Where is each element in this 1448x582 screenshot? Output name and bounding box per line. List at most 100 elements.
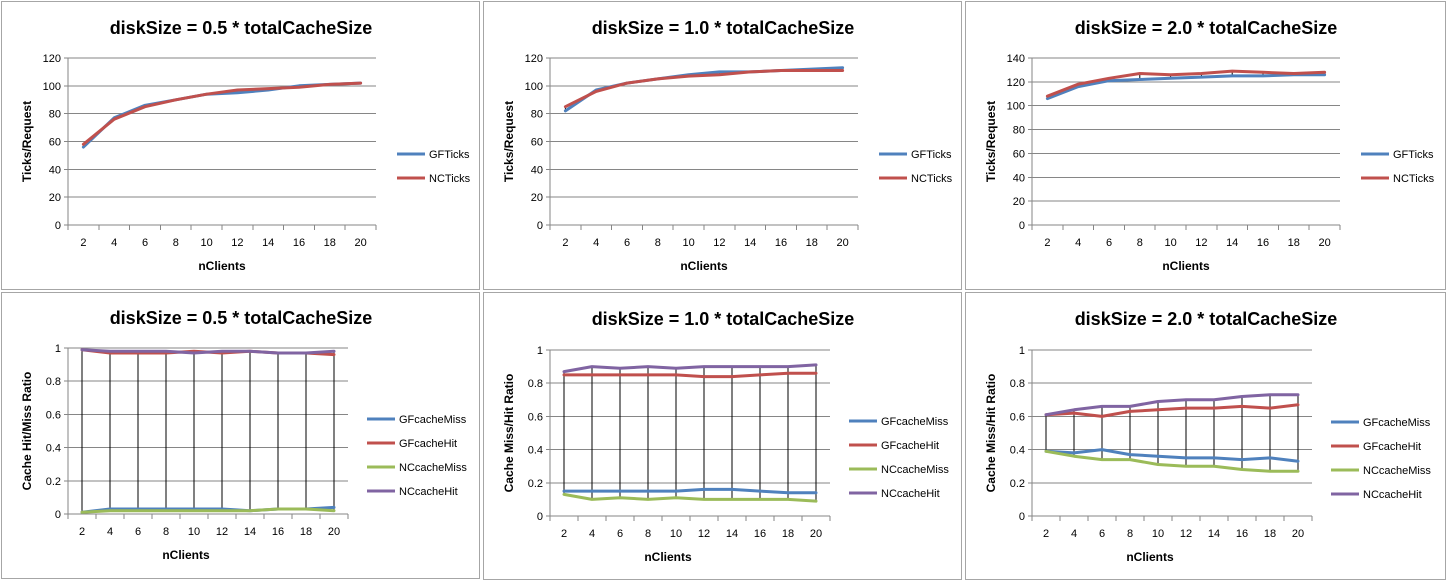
legend-label: NCcacheHit [399,486,458,498]
chart-title: diskSize = 1.0 * totalCacheSize [592,18,855,38]
x-tick-label: 20 [328,526,340,538]
legend-label: NCTicks [911,173,953,185]
x-axis-title: nClients [680,259,728,273]
y-tick-label: 60 [49,137,61,149]
plot-group: diskSize = 0.5 * totalCacheSize 0 0.2 0.4 0.… [20,308,467,562]
y-axis-title: Ticks/Request [20,101,34,182]
y-tick-label: 20 [531,192,543,204]
x-tick-label: 16 [293,237,305,249]
y-axis-title: Cache Hit/Miss Ratio [20,372,34,491]
x-axis-title: nClients [644,550,692,564]
x-tick-label: 10 [682,237,694,249]
x-tick-label: 2 [562,237,568,249]
x-tick-label: 20 [836,237,848,249]
series-line-nccachemiss [1044,449,1300,473]
y-tick-label: 100 [525,81,543,93]
y-tick-label: 1 [537,345,543,357]
y-tick-label: 20 [1013,196,1025,208]
y-tick-label: 60 [1013,148,1025,160]
legend-label: GFcacheHit [881,440,939,452]
chart-ticks-1-0: diskSize = 1.0 * totalCacheSize 0 20 40 60 80… [502,18,953,273]
legend-label: NCcacheHit [881,488,940,500]
x-tick-label: 4 [589,528,595,540]
x-tick-label: 18 [1264,528,1276,540]
series-line-gfcachemiss [1044,448,1300,463]
y-axis-title: Ticks/Request [502,101,516,182]
x-tick-label: 6 [1099,528,1105,540]
x-tick-label: 8 [645,528,651,540]
y-axis-title: Ticks/Request [984,101,998,182]
x-tick-label: 2 [561,528,567,540]
chart-panel-cache-0-5: diskSize = 0.5 * totalCacheSize 0 0.2 0.4 0.… [1,292,480,579]
x-tick-label: 4 [593,237,599,249]
chart-panel-cache-2-0: diskSize = 2.0 * totalCacheSize 0 0.2 0.4 0.… [965,292,1446,580]
y-tick-label: 0.2 [1010,478,1025,490]
plot-group: diskSize = 2.0 * totalCacheSize 0 0.2 0.4 0.… [984,309,1431,564]
x-tick-label: 16 [272,526,284,538]
x-tick-label: 4 [107,526,113,538]
legend-label: GFcacheMiss [399,414,467,426]
x-tick-label: 12 [1180,528,1192,540]
x-tick-label: 18 [806,237,818,249]
series-line-ncticks [1045,69,1327,98]
legend-label: GFcacheHit [1363,441,1421,453]
chart-panel-cache-1-0: diskSize = 1.0 * totalCacheSize 0 0.2 0.4 0.… [483,292,962,580]
x-tick-label: 18 [782,528,794,540]
x-tick-label: 8 [173,237,179,249]
x-tick-label: 18 [1288,237,1300,249]
x-axis-title: nClients [162,548,210,562]
x-tick-label: 16 [1257,237,1269,249]
y-tick-label: 120 [1007,77,1025,89]
x-tick-label: 10 [1152,528,1164,540]
series-line-gfticks [1045,73,1327,101]
chart-ticks-2-0: diskSize = 2.0 * totalCacheSize 0 20 40 60 80… [984,18,1435,273]
legend-label: GFcacheMiss [1363,417,1431,429]
x-tick-label: 16 [754,528,766,540]
x-tick-label: 20 [1318,237,1330,249]
x-tick-label: 14 [244,526,256,538]
series-line-gfcachehit [1044,403,1300,418]
x-axis-title: nClients [1162,259,1210,273]
y-tick-label: 80 [1013,125,1025,137]
legend-label: NCTicks [1393,173,1435,185]
x-tick-label: 14 [1226,237,1238,249]
x-tick-label: 2 [1044,237,1050,249]
x-tick-label: 2 [1043,528,1049,540]
series-line-ncticks [563,69,845,109]
y-tick-label: 0 [1019,220,1025,232]
chart-panel-ticks-2-0: diskSize = 2.0 * totalCacheSize 0 20 40 60 80… [965,1,1446,290]
chart-title: diskSize = 2.0 * totalCacheSize [1075,309,1338,329]
x-tick-label: 20 [810,528,822,540]
y-tick-label: 100 [1007,101,1025,113]
y-tick-label: 1 [55,343,61,355]
y-tick-label: 0 [537,511,543,523]
x-tick-label: 20 [1292,528,1304,540]
y-tick-label: 140 [1007,53,1025,65]
x-tick-label: 4 [1071,528,1077,540]
plot-group: diskSize = 2.0 * totalCacheSize 0 20 40 60 80… [984,18,1435,273]
y-tick-label: 0.4 [1010,445,1025,457]
chart-cache-0-5: diskSize = 0.5 * totalCacheSize 0 0.2 0.4 0.… [20,308,467,562]
y-tick-label: 0 [55,220,61,232]
x-axis-title: nClients [1126,550,1174,564]
x-tick-label: 14 [744,237,756,249]
y-tick-label: 0.8 [528,378,543,390]
x-tick-label: 18 [300,526,312,538]
x-tick-label: 10 [188,526,200,538]
y-axis-title: Cache Miss/Hit Ratio [984,374,998,493]
x-tick-label: 6 [1106,237,1112,249]
x-tick-label: 8 [1137,237,1143,249]
x-tick-label: 8 [1127,528,1133,540]
legend-label: GFcacheHit [399,438,457,450]
series-line-nccachehit [80,348,336,355]
series-line-nccachemiss [562,492,818,503]
series-line-nccachehit [1044,393,1300,417]
y-tick-label: 80 [49,109,61,121]
x-tick-label: 2 [79,526,85,538]
x-tick-label: 4 [111,237,117,249]
x-tick-label: 16 [775,237,787,249]
chart-panel-ticks-0-5: diskSize = 0.5 * totalCacheSize 0 20 40 60 80… [1,1,480,290]
x-tick-label: 12 [231,237,243,249]
y-tick-label: 60 [531,137,543,149]
chart-cache-2-0: diskSize = 2.0 * totalCacheSize 0 0.2 0.4 0.… [984,309,1431,564]
